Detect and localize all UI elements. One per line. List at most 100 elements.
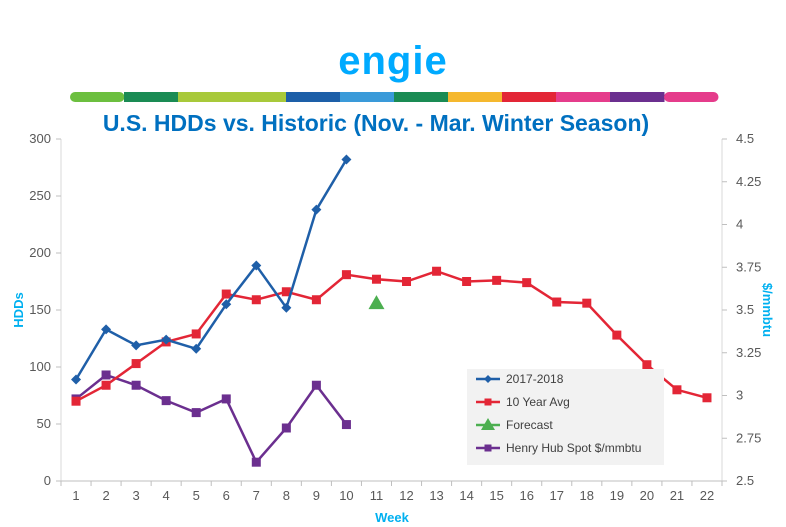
data-point bbox=[368, 295, 385, 310]
series-forecast bbox=[368, 295, 385, 310]
x-tick-label: 21 bbox=[670, 488, 684, 503]
x-tick-label: 16 bbox=[519, 488, 533, 503]
series-layer bbox=[71, 154, 712, 467]
y2-tick-label: 3 bbox=[736, 388, 743, 403]
data-point bbox=[101, 380, 111, 390]
x-tick-label: 8 bbox=[283, 488, 290, 503]
data-point bbox=[484, 398, 492, 406]
x-tick-label: 5 bbox=[193, 488, 200, 503]
data-point bbox=[131, 359, 141, 369]
logo-color-stripe bbox=[70, 92, 719, 102]
x-tick-label: 3 bbox=[132, 488, 139, 503]
x-tick-label: 10 bbox=[339, 488, 353, 503]
data-point bbox=[191, 408, 201, 418]
legend-entry: 2017-2018 bbox=[476, 372, 564, 386]
stripe-segment bbox=[178, 92, 233, 102]
data-point bbox=[341, 270, 351, 280]
y-axis-label: HDDs bbox=[11, 292, 26, 327]
y2-tick-label: 4.5 bbox=[736, 131, 754, 146]
data-point bbox=[311, 380, 321, 390]
stripe-segment bbox=[232, 92, 287, 102]
series-line bbox=[75, 269, 708, 403]
x-tick-label: 20 bbox=[640, 488, 654, 503]
x-tick-label: 15 bbox=[489, 488, 503, 503]
data-point bbox=[311, 204, 322, 215]
x-tick-label: 2 bbox=[102, 488, 109, 503]
x-tick-label: 17 bbox=[550, 488, 564, 503]
stripe-segment bbox=[664, 92, 719, 102]
legend-entry: 10 Year Avg bbox=[476, 395, 570, 409]
x-tick-label: 18 bbox=[580, 488, 594, 503]
data-point bbox=[191, 343, 202, 354]
data-point bbox=[702, 393, 712, 403]
stripe-segment bbox=[70, 92, 125, 102]
data-point bbox=[281, 287, 291, 297]
data-point bbox=[101, 370, 111, 380]
stripe-segment bbox=[502, 92, 557, 102]
data-point bbox=[221, 394, 231, 404]
x-tick-label: 6 bbox=[223, 488, 230, 503]
data-point bbox=[251, 260, 262, 271]
data-point bbox=[101, 324, 112, 335]
series-henry-hub-spot-mmbtu bbox=[71, 370, 351, 467]
stripe-segment bbox=[394, 92, 449, 102]
stripe-segment bbox=[448, 92, 503, 102]
y-tick-label: 100 bbox=[29, 359, 51, 374]
data-point bbox=[582, 298, 592, 308]
stripe-segment bbox=[124, 92, 179, 102]
data-point bbox=[131, 340, 142, 351]
y-tick-label: 300 bbox=[29, 131, 51, 146]
data-point bbox=[484, 375, 492, 383]
y2-axis-label: $/mmbtu bbox=[760, 283, 775, 337]
y2-tick-label: 2.75 bbox=[736, 430, 761, 445]
left-axis-ticks: 0 50 100 150 200 250 300 bbox=[29, 131, 61, 488]
data-point bbox=[371, 274, 381, 284]
data-point bbox=[251, 457, 261, 467]
legend: 2017-2018 10 Year Avg Forecast Henry Hub Sp… bbox=[467, 369, 664, 465]
stripe-segment bbox=[286, 92, 341, 102]
engie-logo: engie bbox=[70, 39, 719, 102]
x-tick-label: 11 bbox=[370, 488, 384, 503]
y-tick-label: 200 bbox=[29, 245, 51, 260]
legend-label: Forecast bbox=[506, 418, 553, 432]
data-point bbox=[191, 329, 201, 339]
data-point bbox=[161, 396, 171, 406]
y-tick-label: 50 bbox=[37, 416, 51, 431]
data-point bbox=[281, 302, 292, 313]
chart-title: U.S. HDDs vs. Historic (Nov. - Mar. Wint… bbox=[103, 110, 649, 136]
data-point bbox=[481, 418, 495, 430]
data-point bbox=[131, 380, 141, 390]
x-tick-label: 7 bbox=[253, 488, 260, 503]
stripe-segment bbox=[610, 92, 665, 102]
data-point bbox=[221, 289, 231, 299]
data-point bbox=[612, 330, 622, 340]
y2-tick-label: 3.25 bbox=[736, 345, 761, 360]
x-tick-label: 12 bbox=[399, 488, 413, 503]
series-10-year-avg bbox=[71, 266, 712, 406]
stripe-segment bbox=[556, 92, 611, 102]
x-axis-label: Week bbox=[375, 510, 409, 525]
data-point bbox=[341, 154, 352, 165]
y-tick-label: 250 bbox=[29, 188, 51, 203]
data-point bbox=[251, 295, 261, 305]
legend-label: 10 Year Avg bbox=[506, 395, 570, 409]
x-tick-label: 22 bbox=[700, 488, 714, 503]
legend-label: 2017-2018 bbox=[506, 372, 564, 386]
data-point bbox=[311, 295, 321, 305]
series-line bbox=[75, 373, 348, 465]
x-tick-label: 19 bbox=[610, 488, 624, 503]
legend-entry: Henry Hub Spot $/mmbtu bbox=[476, 441, 641, 455]
data-point bbox=[492, 275, 502, 285]
data-point bbox=[432, 266, 442, 276]
x-tick-label: 4 bbox=[163, 488, 170, 503]
y-tick-label: 150 bbox=[29, 302, 51, 317]
stripe-segment bbox=[340, 92, 395, 102]
engie-logo-text: engie bbox=[338, 39, 447, 83]
data-point bbox=[552, 297, 562, 307]
legend-label: Henry Hub Spot $/mmbtu bbox=[506, 441, 641, 455]
series-2017-2018 bbox=[71, 154, 352, 385]
y2-tick-label: 3.5 bbox=[736, 302, 754, 317]
right-axis-ticks: 2.5 2.75 3 3.25 3.5 3.75 4 4.25 4.5 bbox=[722, 131, 761, 488]
y2-tick-label: 4 bbox=[736, 217, 743, 232]
